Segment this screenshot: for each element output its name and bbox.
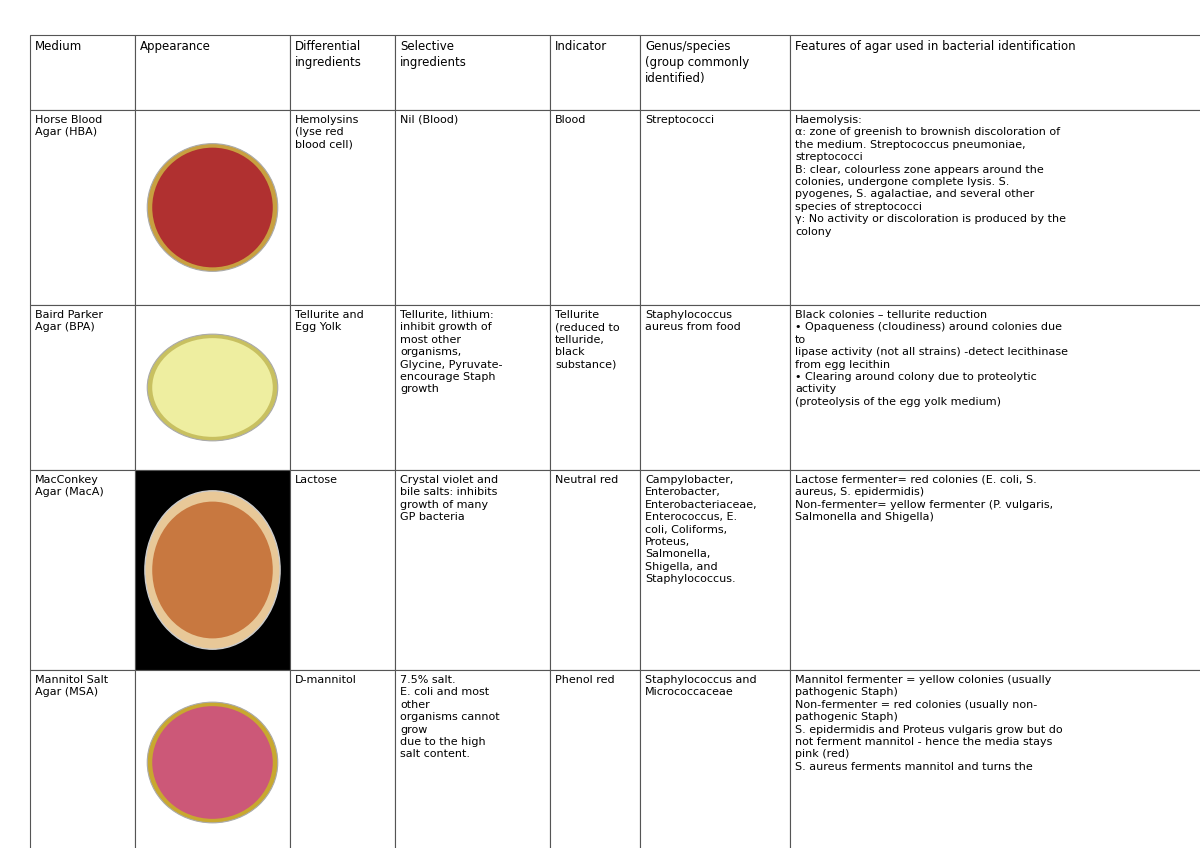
Text: Features of agar used in bacterial identification: Features of agar used in bacterial ident…	[796, 40, 1075, 53]
Text: Streptococci: Streptococci	[646, 115, 714, 125]
Bar	[640, 670, 790, 848]
Text: Tellurite, lithium:
inhibit growth of
most other
organisms,
Glycine, Pyruvate-
e: Tellurite, lithium: inhibit growth of mo…	[400, 310, 503, 394]
Bar	[30, 35, 134, 110]
Bar	[290, 110, 395, 305]
Bar	[550, 305, 640, 470]
Bar	[30, 305, 134, 470]
Bar	[30, 110, 134, 305]
Ellipse shape	[152, 502, 272, 639]
Bar	[134, 35, 290, 110]
Bar	[790, 110, 1200, 305]
Bar	[290, 35, 395, 110]
Text: Hemolysins
(lyse red
blood cell): Hemolysins (lyse red blood cell)	[295, 115, 359, 150]
Text: Staphylococcus
aureus from food: Staphylococcus aureus from food	[646, 310, 740, 332]
Text: Tellurite
(reduced to
telluride,
black
substance): Tellurite (reduced to telluride, black s…	[554, 310, 619, 370]
Bar	[640, 35, 790, 110]
Bar	[550, 110, 640, 305]
Text: Genus/species
(group commonly
identified): Genus/species (group commonly identified…	[646, 40, 749, 85]
Text: Selective
ingredients: Selective ingredients	[400, 40, 467, 69]
Text: Blood: Blood	[554, 115, 587, 125]
Bar	[790, 470, 1200, 670]
Text: Differential
ingredients: Differential ingredients	[295, 40, 362, 69]
Bar	[134, 305, 290, 470]
Text: MacConkey
Agar (MacA): MacConkey Agar (MacA)	[35, 475, 103, 498]
Text: Crystal violet and
bile salts: inhibits
growth of many
GP bacteria: Crystal violet and bile salts: inhibits …	[400, 475, 498, 522]
Bar	[790, 670, 1200, 848]
Bar	[395, 110, 550, 305]
Text: Lactose fermenter= red colonies (E. coli, S.
aureus, S. epidermidis)
Non-ferment: Lactose fermenter= red colonies (E. coli…	[796, 475, 1054, 522]
Text: Phenol red: Phenol red	[554, 675, 614, 685]
Bar	[790, 35, 1200, 110]
Bar	[30, 670, 134, 848]
Bar	[550, 670, 640, 848]
Bar	[550, 35, 640, 110]
Ellipse shape	[148, 702, 277, 823]
Bar	[640, 470, 790, 670]
Bar	[290, 305, 395, 470]
Text: Neutral red: Neutral red	[554, 475, 618, 485]
Bar	[290, 470, 395, 670]
Ellipse shape	[152, 338, 272, 437]
Bar	[134, 110, 290, 305]
Text: Medium: Medium	[35, 40, 83, 53]
Text: Lactose: Lactose	[295, 475, 338, 485]
Ellipse shape	[152, 148, 272, 267]
Text: 7.5% salt.
E. coli and most
other
organisms cannot
grow
due to the high
salt con: 7.5% salt. E. coli and most other organi…	[400, 675, 499, 760]
Ellipse shape	[148, 334, 277, 441]
Ellipse shape	[152, 706, 272, 819]
Bar	[30, 470, 134, 670]
Bar	[395, 305, 550, 470]
Bar	[134, 670, 290, 848]
Bar	[395, 35, 550, 110]
Text: Nil (Blood): Nil (Blood)	[400, 115, 458, 125]
Text: Campylobacter,
Enterobacter,
Enterobacteriaceae,
Enterococcus, E.
coli, Coliform: Campylobacter, Enterobacter, Enterobacte…	[646, 475, 757, 584]
Text: Baird Parker
Agar (BPA): Baird Parker Agar (BPA)	[35, 310, 103, 332]
Text: Staphylococcus and
Micrococcaceae: Staphylococcus and Micrococcaceae	[646, 675, 757, 697]
Bar	[640, 305, 790, 470]
Bar	[550, 470, 640, 670]
Text: Horse Blood
Agar (HBA): Horse Blood Agar (HBA)	[35, 115, 102, 137]
Bar	[395, 670, 550, 848]
Text: Mannitol Salt
Agar (MSA): Mannitol Salt Agar (MSA)	[35, 675, 108, 697]
Text: Indicator: Indicator	[554, 40, 607, 53]
Bar	[790, 305, 1200, 470]
Text: Tellurite and
Egg Yolk: Tellurite and Egg Yolk	[295, 310, 364, 332]
Text: Appearance: Appearance	[140, 40, 211, 53]
Text: D-mannitol: D-mannitol	[295, 675, 356, 685]
Bar	[134, 470, 290, 670]
Bar	[395, 470, 550, 670]
Text: Black colonies – tellurite reduction
• Opaqueness (cloudiness) around colonies d: Black colonies – tellurite reduction • O…	[796, 310, 1068, 407]
Bar	[290, 670, 395, 848]
Text: Haemolysis:
α: zone of greenish to brownish discoloration of
the medium. Strepto: Haemolysis: α: zone of greenish to brown…	[796, 115, 1066, 237]
Text: Mannitol fermenter = yellow colonies (usually
pathogenic Staph)
Non-fermenter = : Mannitol fermenter = yellow colonies (us…	[796, 675, 1063, 772]
Ellipse shape	[148, 143, 277, 271]
Bar	[640, 110, 790, 305]
Ellipse shape	[145, 491, 280, 650]
